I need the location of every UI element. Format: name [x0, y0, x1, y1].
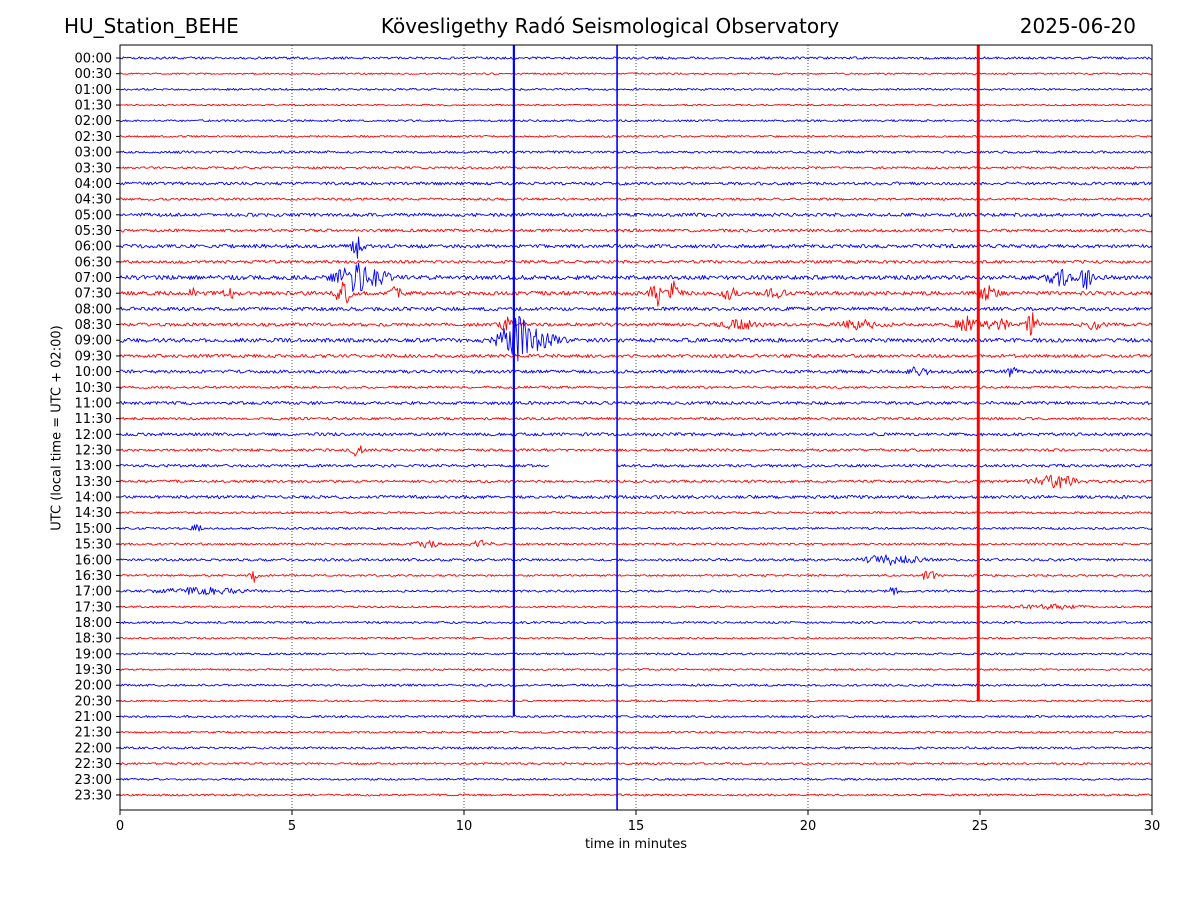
row-label: 00:30 [75, 67, 112, 82]
row-label: 23:00 [75, 773, 112, 788]
row-label: 00:00 [75, 52, 112, 67]
row-label: 05:30 [75, 224, 112, 239]
trace-row-0300 [119, 150, 1153, 154]
row-label: 21:30 [75, 726, 112, 741]
trace-row-0830 [119, 312, 1153, 336]
observatory-title: Kövesligethy Radó Seismological Observat… [380, 14, 840, 38]
y-axis-label: UTC (local time = UTC + 02:00) [49, 325, 65, 531]
row-label: 10:00 [75, 365, 112, 380]
trace-row-1630 [119, 570, 1153, 583]
row-label: 09:30 [75, 349, 112, 364]
trace-row-1300 [119, 463, 1153, 468]
row-label: 19:30 [75, 663, 112, 678]
row-label: 18:30 [75, 632, 112, 647]
row-label: 03:30 [75, 161, 112, 176]
grid-layer [291, 45, 809, 810]
row-label: 14:30 [75, 506, 112, 521]
row-label: 12:30 [75, 444, 112, 459]
trace-row-1230 [119, 445, 1153, 457]
x-tick-label: 10 [456, 819, 473, 834]
row-label: 07:00 [75, 271, 112, 286]
row-label: 20:30 [75, 694, 112, 709]
row-label: 08:00 [75, 302, 112, 317]
trace-row-2130 [119, 730, 1153, 734]
row-label: 05:00 [75, 208, 112, 223]
row-label: 13:00 [75, 459, 112, 474]
row-label: 06:30 [75, 255, 112, 270]
trace-row-0730 [120, 280, 1153, 307]
x-axis-label: time in minutes [584, 837, 688, 852]
row-label: 07:30 [75, 287, 112, 302]
row-label: 17:00 [75, 585, 112, 600]
row-label: 04:00 [75, 177, 112, 192]
trace-row-0600 [119, 236, 1153, 259]
trace-row-0930 [119, 353, 1153, 358]
row-ticks: 00:0000:3001:0001:3002:0002:3003:0003:30… [75, 52, 120, 803]
row-label: 15:00 [75, 522, 112, 537]
trace-row-0230 [119, 135, 1153, 138]
trace-row-0400 [119, 181, 1153, 186]
x-tick-label: 5 [288, 819, 296, 834]
x-ticks: 0 5 10 15 20 25 30 [116, 810, 1160, 834]
trace-row-0030 [119, 72, 1153, 75]
row-label: 17:30 [75, 600, 112, 615]
row-label: 08:30 [75, 318, 112, 333]
trace-row-1130 [119, 416, 1153, 421]
row-label: 20:00 [75, 679, 112, 694]
row-label: 01:00 [75, 83, 112, 98]
x-tick-label: 20 [800, 819, 817, 834]
row-label: 03:00 [75, 146, 112, 161]
x-tick-label: 0 [116, 819, 124, 834]
row-label: 15:30 [75, 538, 112, 553]
row-label: 04:30 [75, 193, 112, 208]
x-tick-label: 15 [628, 819, 645, 834]
row-label: 11:00 [75, 396, 112, 411]
station-name: HU_Station_BEHE [64, 14, 239, 38]
row-label: 09:00 [75, 334, 112, 349]
row-label: 22:00 [75, 741, 112, 756]
row-label: 01:30 [75, 99, 112, 114]
row-label: 12:00 [75, 428, 112, 443]
trace-row-1600 [119, 554, 1153, 566]
trace-row-2330 [119, 793, 1153, 797]
row-label: 21:00 [75, 710, 112, 725]
row-label: 16:00 [75, 553, 112, 568]
trace-row-1700 [119, 586, 1153, 596]
trace-row-1830 [120, 636, 1153, 640]
chart-date: 2025-06-20 [1019, 14, 1136, 38]
row-label: 18:00 [75, 616, 112, 631]
row-label: 16:30 [75, 569, 112, 584]
row-label: 11:30 [75, 412, 112, 427]
x-tick-label: 30 [1144, 819, 1161, 834]
row-label: 13:30 [75, 475, 112, 490]
row-label: 23:30 [75, 788, 112, 803]
trace-row-2030 [119, 699, 1153, 703]
row-label: 02:30 [75, 130, 112, 145]
trace-row-0800 [119, 306, 1153, 312]
trace-row-0630 [119, 259, 1153, 264]
row-label: 22:30 [75, 757, 112, 772]
row-label: 02:00 [75, 114, 112, 129]
row-label: 19:00 [75, 647, 112, 662]
trace-row-2230 [119, 762, 1152, 766]
spike-layer [512, 45, 980, 810]
x-tick-label: 25 [972, 819, 989, 834]
row-label: 14:00 [75, 491, 112, 506]
row-label: 06:00 [75, 240, 112, 255]
trace-row-1800 [119, 620, 1153, 625]
row-label: 10:30 [75, 381, 112, 396]
